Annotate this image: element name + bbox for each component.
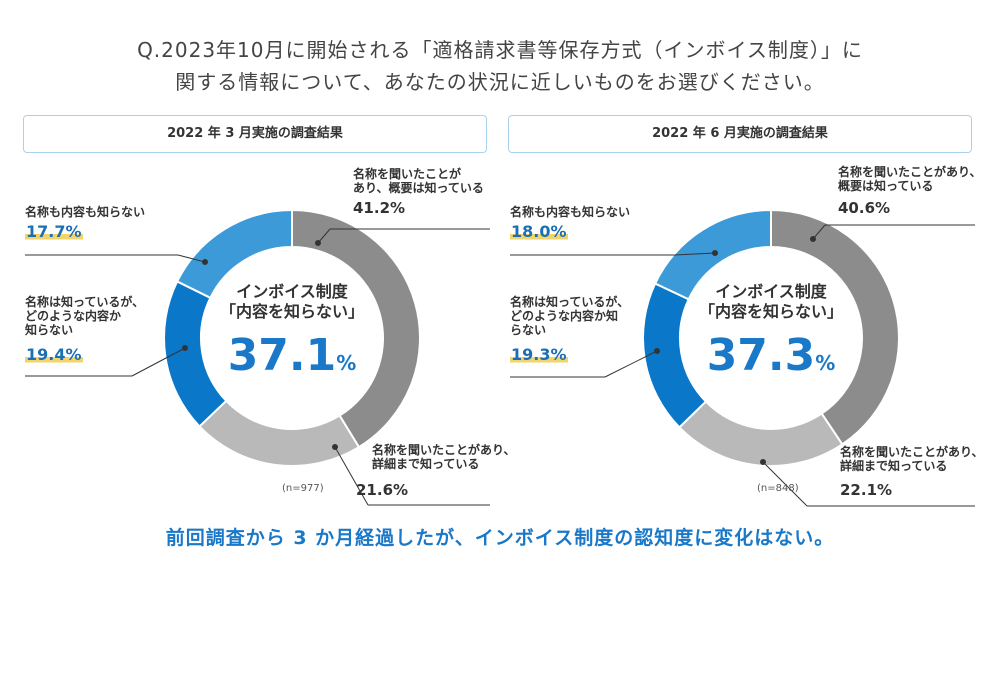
leader-dot xyxy=(182,345,188,351)
leader-line xyxy=(317,228,331,244)
leader-line xyxy=(762,461,808,507)
slice-value-know-name: 19.3% xyxy=(510,345,568,364)
question-text: Q.2023年10月に開始される「適格請求書等保存方式（インボイス制度）」に 関… xyxy=(0,34,1000,98)
leader-line xyxy=(131,347,186,377)
donut-center-value: 37.1% xyxy=(227,330,357,381)
slice-label-dont-know: 名称も内容も知らない xyxy=(25,205,146,219)
donut-chart-march xyxy=(25,208,490,506)
chart-panel-june: 2022 年 6 月実施の調査結果 名称を聞いたことがあり、 概要は知っている … xyxy=(505,115,984,515)
donut-chart-june xyxy=(510,208,975,507)
leader-dot xyxy=(810,236,816,242)
leader-line xyxy=(334,446,369,506)
slice-value-heard-detail: 21.6% xyxy=(356,481,409,499)
donut-center-value: 37.3% xyxy=(706,330,836,381)
slice-label-dont-know: 名称も内容も知らない xyxy=(510,205,631,219)
question-line-2: 関する情報について、あなたの状況に近しいものをお選びください。 xyxy=(175,70,825,94)
donut-center-title: インボイス制度 「内容を知らない」 xyxy=(698,282,843,321)
slice-value-heard-overview: 41.2% xyxy=(353,199,406,217)
slice-label-heard-detail: 名称を聞いたことがあり、 詳細まで知っている xyxy=(372,443,516,471)
slice-value-heard-detail: 22.1% xyxy=(840,481,893,499)
leader-line xyxy=(812,224,826,240)
slice-label-know-name: 名称は知っているが、 どのような内容か 知らない xyxy=(25,295,145,337)
slice-dont-know xyxy=(175,208,293,300)
question-line-1: Q.2023年10月に開始される「適格請求書等保存方式（インボイス制度）」に xyxy=(137,38,863,62)
slice-heard-detail xyxy=(198,399,361,467)
leader-line xyxy=(604,350,658,378)
donut-center-title: インボイス制度 「内容を知らない」 xyxy=(219,282,364,321)
leader-dot xyxy=(712,250,718,256)
leader-dot xyxy=(332,444,338,450)
slice-value-know-name: 19.4% xyxy=(25,345,83,364)
sample-size: (n=848) xyxy=(757,483,799,494)
chart-panel-march: 2022 年 3 月実施の調査結果 名称を聞いたことが あり、概要は知っている … xyxy=(20,115,516,515)
slice-value-heard-overview: 40.6% xyxy=(838,199,891,217)
slice-label-heard-overview: 名称を聞いたことがあり、 概要は知っている xyxy=(838,165,982,193)
chart-title: 2022 年 6 月実施の調査結果 xyxy=(508,115,972,153)
sample-size: (n=977) xyxy=(282,483,324,494)
slice-heard-overview xyxy=(770,208,900,446)
leader-dot xyxy=(654,348,660,354)
chart-title: 2022 年 3 月実施の調査結果 xyxy=(23,115,487,153)
slice-heard-overview xyxy=(291,208,421,449)
slice-heard-detail xyxy=(677,400,844,467)
leader-line xyxy=(177,254,206,263)
leader-line xyxy=(674,252,716,256)
slice-label-know-name: 名称は知っているが、 どのような内容か知 らない xyxy=(510,295,630,337)
slice-value-dont-know: 17.7% xyxy=(25,222,83,241)
leader-dot xyxy=(760,459,766,465)
slice-label-heard-overview: 名称を聞いたことが あり、概要は知っている xyxy=(353,167,484,195)
slice-label-heard-detail: 名称を聞いたことがあり、 詳細まで知っている xyxy=(840,445,984,473)
leader-dot xyxy=(202,259,208,265)
conclusion-text: 前回調査から 3 か月経過したが、インボイス制度の認知度に変化はない。 xyxy=(165,527,835,549)
leader-dot xyxy=(315,240,321,246)
slice-value-dont-know: 18.0% xyxy=(510,222,568,241)
